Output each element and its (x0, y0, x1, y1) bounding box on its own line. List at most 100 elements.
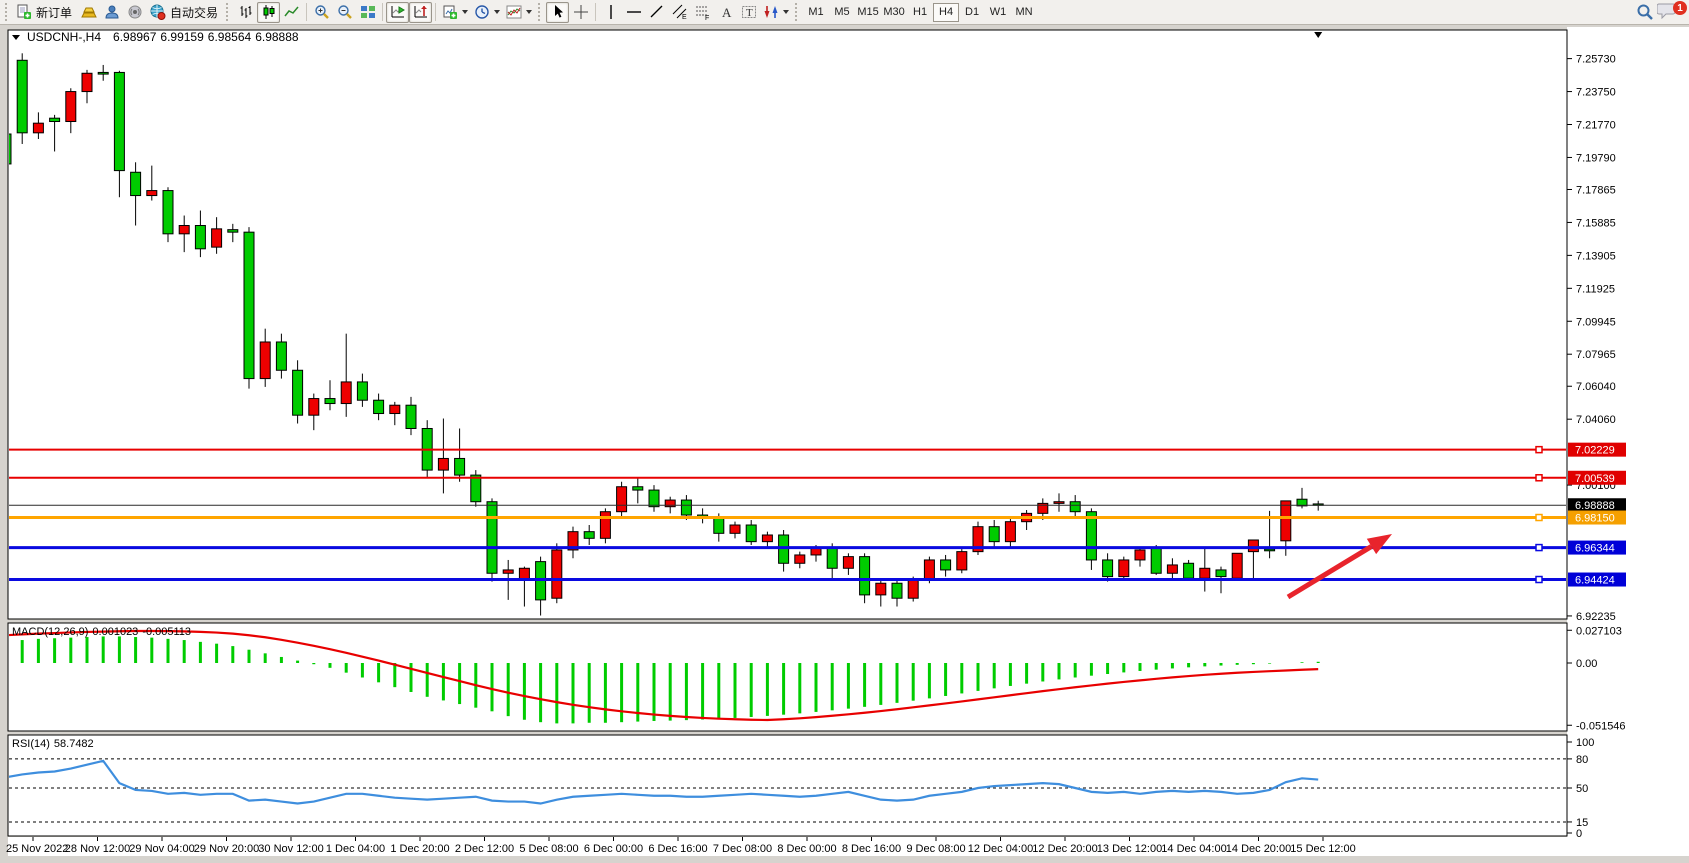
cursor-button[interactable] (546, 1, 570, 23)
candle (599, 508, 611, 544)
periods-icon (474, 4, 490, 20)
macd-panel[interactable] (7, 622, 1568, 732)
bar-chart-button[interactable] (234, 2, 257, 23)
indicators-icon (506, 4, 522, 20)
svg-text:F: F (705, 15, 709, 20)
line-anchor-handle[interactable] (1535, 474, 1543, 482)
rsi-tick-label: 100 (1576, 737, 1594, 749)
auto-scroll-button[interactable] (386, 1, 410, 23)
arrows-button[interactable] (760, 2, 792, 23)
chart-shift-icon (413, 4, 429, 20)
zoom-in-button[interactable] (310, 2, 333, 23)
new-order-icon (16, 4, 32, 20)
chat-button[interactable]: 1 (1656, 1, 1687, 23)
horizontal-line-object[interactable] (9, 543, 1566, 552)
candle (81, 69, 93, 104)
rsi-tick-label: 80 (1576, 754, 1588, 766)
candle (259, 328, 271, 387)
price-tick-label: 7.23750 (1576, 87, 1616, 99)
candle (875, 579, 887, 607)
candle (891, 578, 903, 607)
candle (1004, 518, 1016, 547)
horizontal-line-object[interactable] (9, 445, 1566, 454)
svg-text:6.98150: 6.98150 (1575, 513, 1615, 525)
new-chart-button[interactable] (439, 2, 471, 23)
candle (9, 133, 12, 165)
trendline-button[interactable] (645, 2, 668, 23)
candle (745, 520, 757, 545)
horizontal-line-object[interactable] (9, 575, 1566, 584)
equidistant-channel-button[interactable]: E (668, 2, 691, 23)
time-tick-label: 7 Dec 08:00 (713, 843, 772, 855)
candle (178, 215, 190, 253)
line-chart-button[interactable] (280, 2, 303, 23)
new-order-button[interactable]: 新订单 (13, 2, 77, 23)
horizontal-line-object[interactable] (9, 474, 1566, 482)
rsi-panel[interactable] (7, 734, 1568, 837)
macd-tick-label: 0.00 (1576, 658, 1597, 670)
vertical-line-icon (603, 4, 619, 20)
periods-button[interactable] (471, 2, 503, 23)
trendline-icon (649, 4, 665, 20)
candle (1150, 544, 1162, 575)
candle (1118, 556, 1130, 580)
new-order-label: 新订单 (36, 5, 73, 20)
profile-button[interactable] (100, 2, 123, 23)
line-anchor-handle[interactable] (1535, 513, 1543, 522)
horizontal-line-icon (626, 4, 642, 20)
candle (778, 530, 790, 572)
trend-arrow-object[interactable] (1286, 534, 1392, 600)
chart-window[interactable]: 7.25730 7.23750 7.21770 7.19790 7.17865 7.158… (0, 25, 1689, 863)
candle (956, 548, 968, 574)
candle (356, 373, 368, 407)
horizontal-line-button[interactable] (622, 2, 645, 23)
candle (940, 554, 952, 577)
ohlc-high: 6.99159 (160, 30, 204, 44)
chart-plot[interactable]: 7.25730 7.23750 7.21770 7.19790 7.17865 7.158… (0, 25, 1689, 863)
chart-shift-button[interactable] (409, 1, 433, 23)
time-tick-label: 2 Dec 12:00 (455, 843, 514, 855)
horizontal-line-object[interactable] (9, 513, 1566, 522)
chevron-down-icon (526, 10, 533, 14)
candle (470, 470, 482, 507)
search-button[interactable] (1633, 2, 1657, 23)
candle (486, 498, 498, 582)
main-chart-panel[interactable] (7, 29, 1568, 620)
svg-text:E: E (682, 14, 687, 20)
indicators-button[interactable] (503, 2, 535, 23)
zoom-out-button[interactable] (333, 2, 356, 23)
market-watch-button[interactable] (77, 2, 100, 23)
symbol-dropdown-icon[interactable] (12, 34, 20, 40)
arrows-icon (763, 4, 779, 20)
signals-button[interactable] (123, 2, 146, 23)
timeframe-H1-button[interactable]: H1 (913, 6, 928, 18)
candle (405, 396, 417, 436)
text-label-button[interactable]: T (737, 2, 760, 23)
timeframe-MN-button[interactable]: MN (1015, 6, 1033, 18)
timeframe-M30-button[interactable]: M30 (883, 6, 905, 18)
auto-trading-icon (149, 4, 166, 20)
timeframe-W1-button[interactable]: W1 (989, 6, 1007, 18)
line-anchor-handle[interactable] (1535, 445, 1543, 454)
timeframe-H4-button[interactable]: H4 (933, 2, 960, 22)
timeframe-M15-button[interactable]: M15 (857, 6, 879, 18)
svg-text:A: A (722, 5, 732, 20)
new-chart-icon (442, 4, 458, 20)
line-anchor-handle[interactable] (1535, 575, 1543, 584)
auto-trading-button[interactable]: 自动交易 (146, 2, 223, 23)
crosshair-button[interactable] (569, 2, 592, 23)
candlestick-button[interactable] (257, 1, 281, 23)
auto-scroll-icon (390, 4, 406, 20)
timeframe-M1-button[interactable]: M1 (808, 6, 824, 18)
price-badge: 7.00539 (1568, 470, 1626, 485)
fibonacci-button[interactable]: F (691, 2, 714, 23)
vertical-line-button[interactable] (599, 2, 622, 23)
candle (583, 525, 595, 545)
chart-title: USDCNH-,H4 6.98967 6.99159 6.98564 6.988… (12, 30, 299, 44)
timeframe-D1-button[interactable]: D1 (965, 6, 980, 18)
text-button[interactable]: A (714, 2, 737, 23)
tile-windows-button[interactable] (356, 2, 379, 23)
rsi-value: 58.7482 (53, 738, 94, 750)
timeframe-M5-button[interactable]: M5 (834, 6, 850, 18)
line-anchor-handle[interactable] (1535, 543, 1543, 552)
